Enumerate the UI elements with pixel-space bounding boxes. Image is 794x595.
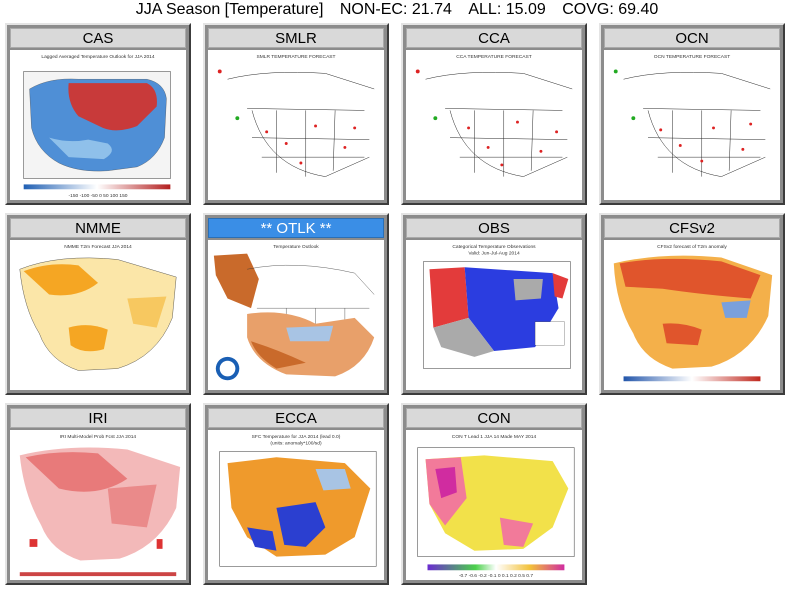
- forecast-grid: CAS Lagged Averaged Temperature Outlook …: [0, 20, 794, 595]
- map-caption: IRI Multi-Model Prob Fcst JJA 2014: [60, 434, 137, 440]
- panel-label: CCA: [406, 28, 582, 48]
- map-scale: -0.7 -0.6 -0.2 -0.1 0 0.1 0.2 0.5 0.7: [459, 573, 533, 579]
- map-image: NMME T2m Forecast JJA 2014: [10, 240, 186, 390]
- panel-smlr[interactable]: SMLR SMLR TEMPERATURE FORECAST: [203, 23, 389, 205]
- panel-label: IRI: [10, 408, 186, 428]
- panel-label: CON: [406, 408, 582, 428]
- panel-obs[interactable]: OBS Categorical Temperature Observations…: [401, 213, 587, 395]
- map-image: Categorical Temperature Observations Val…: [406, 240, 582, 390]
- map-image: SMLR TEMPERATURE FORECAST: [208, 50, 384, 200]
- panel-ecca[interactable]: ECCA SFC Temperature for JJA 2014 (lead …: [203, 403, 389, 585]
- panel-label: OBS: [406, 218, 582, 238]
- map-scale: Valid: Jun-Jul-Aug 2014: [468, 251, 520, 257]
- map-caption: Lagged Averaged Temperature Outlook for …: [41, 54, 155, 60]
- panel-nmme[interactable]: NMME NMME T2m Forecast JJA 2014: [5, 213, 191, 395]
- panel-cfsv2[interactable]: CFSv2 CFSv2 forecast of T2m anomaly: [599, 213, 785, 395]
- map-image: CFSv2 forecast of T2m anomaly: [604, 240, 780, 390]
- map-caption: CCA TEMPERATURE FORECAST: [456, 54, 532, 60]
- non-ec-score: NON-EC: 21.74: [339, 1, 452, 18]
- map-caption: CON T Lead 1 JJA 14 Made MAY 2014: [452, 434, 537, 440]
- map-caption: NMME T2m Forecast JJA 2014: [64, 244, 132, 250]
- panel-label: CFSv2: [604, 218, 780, 238]
- panel-cca[interactable]: CCA CCA TEMPERATURE FORECAST: [401, 23, 587, 205]
- title-bar: JJA Season [Temperature] NON-EC: 21.74 A…: [0, 0, 794, 20]
- panel-label: ** OTLK **: [208, 218, 384, 238]
- panel-cas[interactable]: CAS Lagged Averaged Temperature Outlook …: [5, 23, 191, 205]
- panel-label: NMME: [10, 218, 186, 238]
- map-image: Temperature Outlook: [208, 240, 384, 390]
- map-image: Lagged Averaged Temperature Outlook for …: [10, 50, 186, 200]
- panel-otlk[interactable]: ** OTLK ** Temperature Outlook: [203, 213, 389, 395]
- panel-ocn[interactable]: OCN OCN TEMPERATURE FORECAST: [599, 23, 785, 205]
- map-scale: (units: anomaly*100/sd): [270, 441, 322, 447]
- panel-label: CAS: [10, 28, 186, 48]
- panel-con[interactable]: CON CON T Lead 1 JJA 14 Made MAY 2014 -0…: [401, 403, 587, 585]
- panel-iri[interactable]: IRI IRI Multi-Model Prob Fcst JJA 2014: [5, 403, 191, 585]
- map-caption: CFSv2 forecast of T2m anomaly: [657, 244, 727, 250]
- season-title: JJA Season [Temperature]: [135, 1, 324, 18]
- panel-label: ECCA: [208, 408, 384, 428]
- map-image: CCA TEMPERATURE FORECAST: [406, 50, 582, 200]
- map-caption: Temperature Outlook: [273, 244, 319, 250]
- map-image: IRI Multi-Model Prob Fcst JJA 2014: [10, 430, 186, 580]
- all-score: ALL: 15.09: [468, 1, 546, 18]
- map-caption: SFC Temperature for JJA 2014 (lead 0.0): [252, 434, 341, 440]
- coverage-score: COVG: 69.40: [562, 1, 659, 18]
- map-caption: Categorical Temperature Observations: [452, 244, 536, 250]
- map-scale: -150 -100 -50 0 50 100 150: [68, 193, 127, 199]
- panel-label: SMLR: [208, 28, 384, 48]
- panel-label: OCN: [604, 28, 780, 48]
- map-image: SFC Temperature for JJA 2014 (lead 0.0) …: [208, 430, 384, 580]
- map-caption: SMLR TEMPERATURE FORECAST: [256, 54, 335, 60]
- map-caption: OCN TEMPERATURE FORECAST: [654, 54, 730, 60]
- map-image: OCN TEMPERATURE FORECAST: [604, 50, 780, 200]
- map-image: CON T Lead 1 JJA 14 Made MAY 2014 -0.7 -…: [406, 430, 582, 580]
